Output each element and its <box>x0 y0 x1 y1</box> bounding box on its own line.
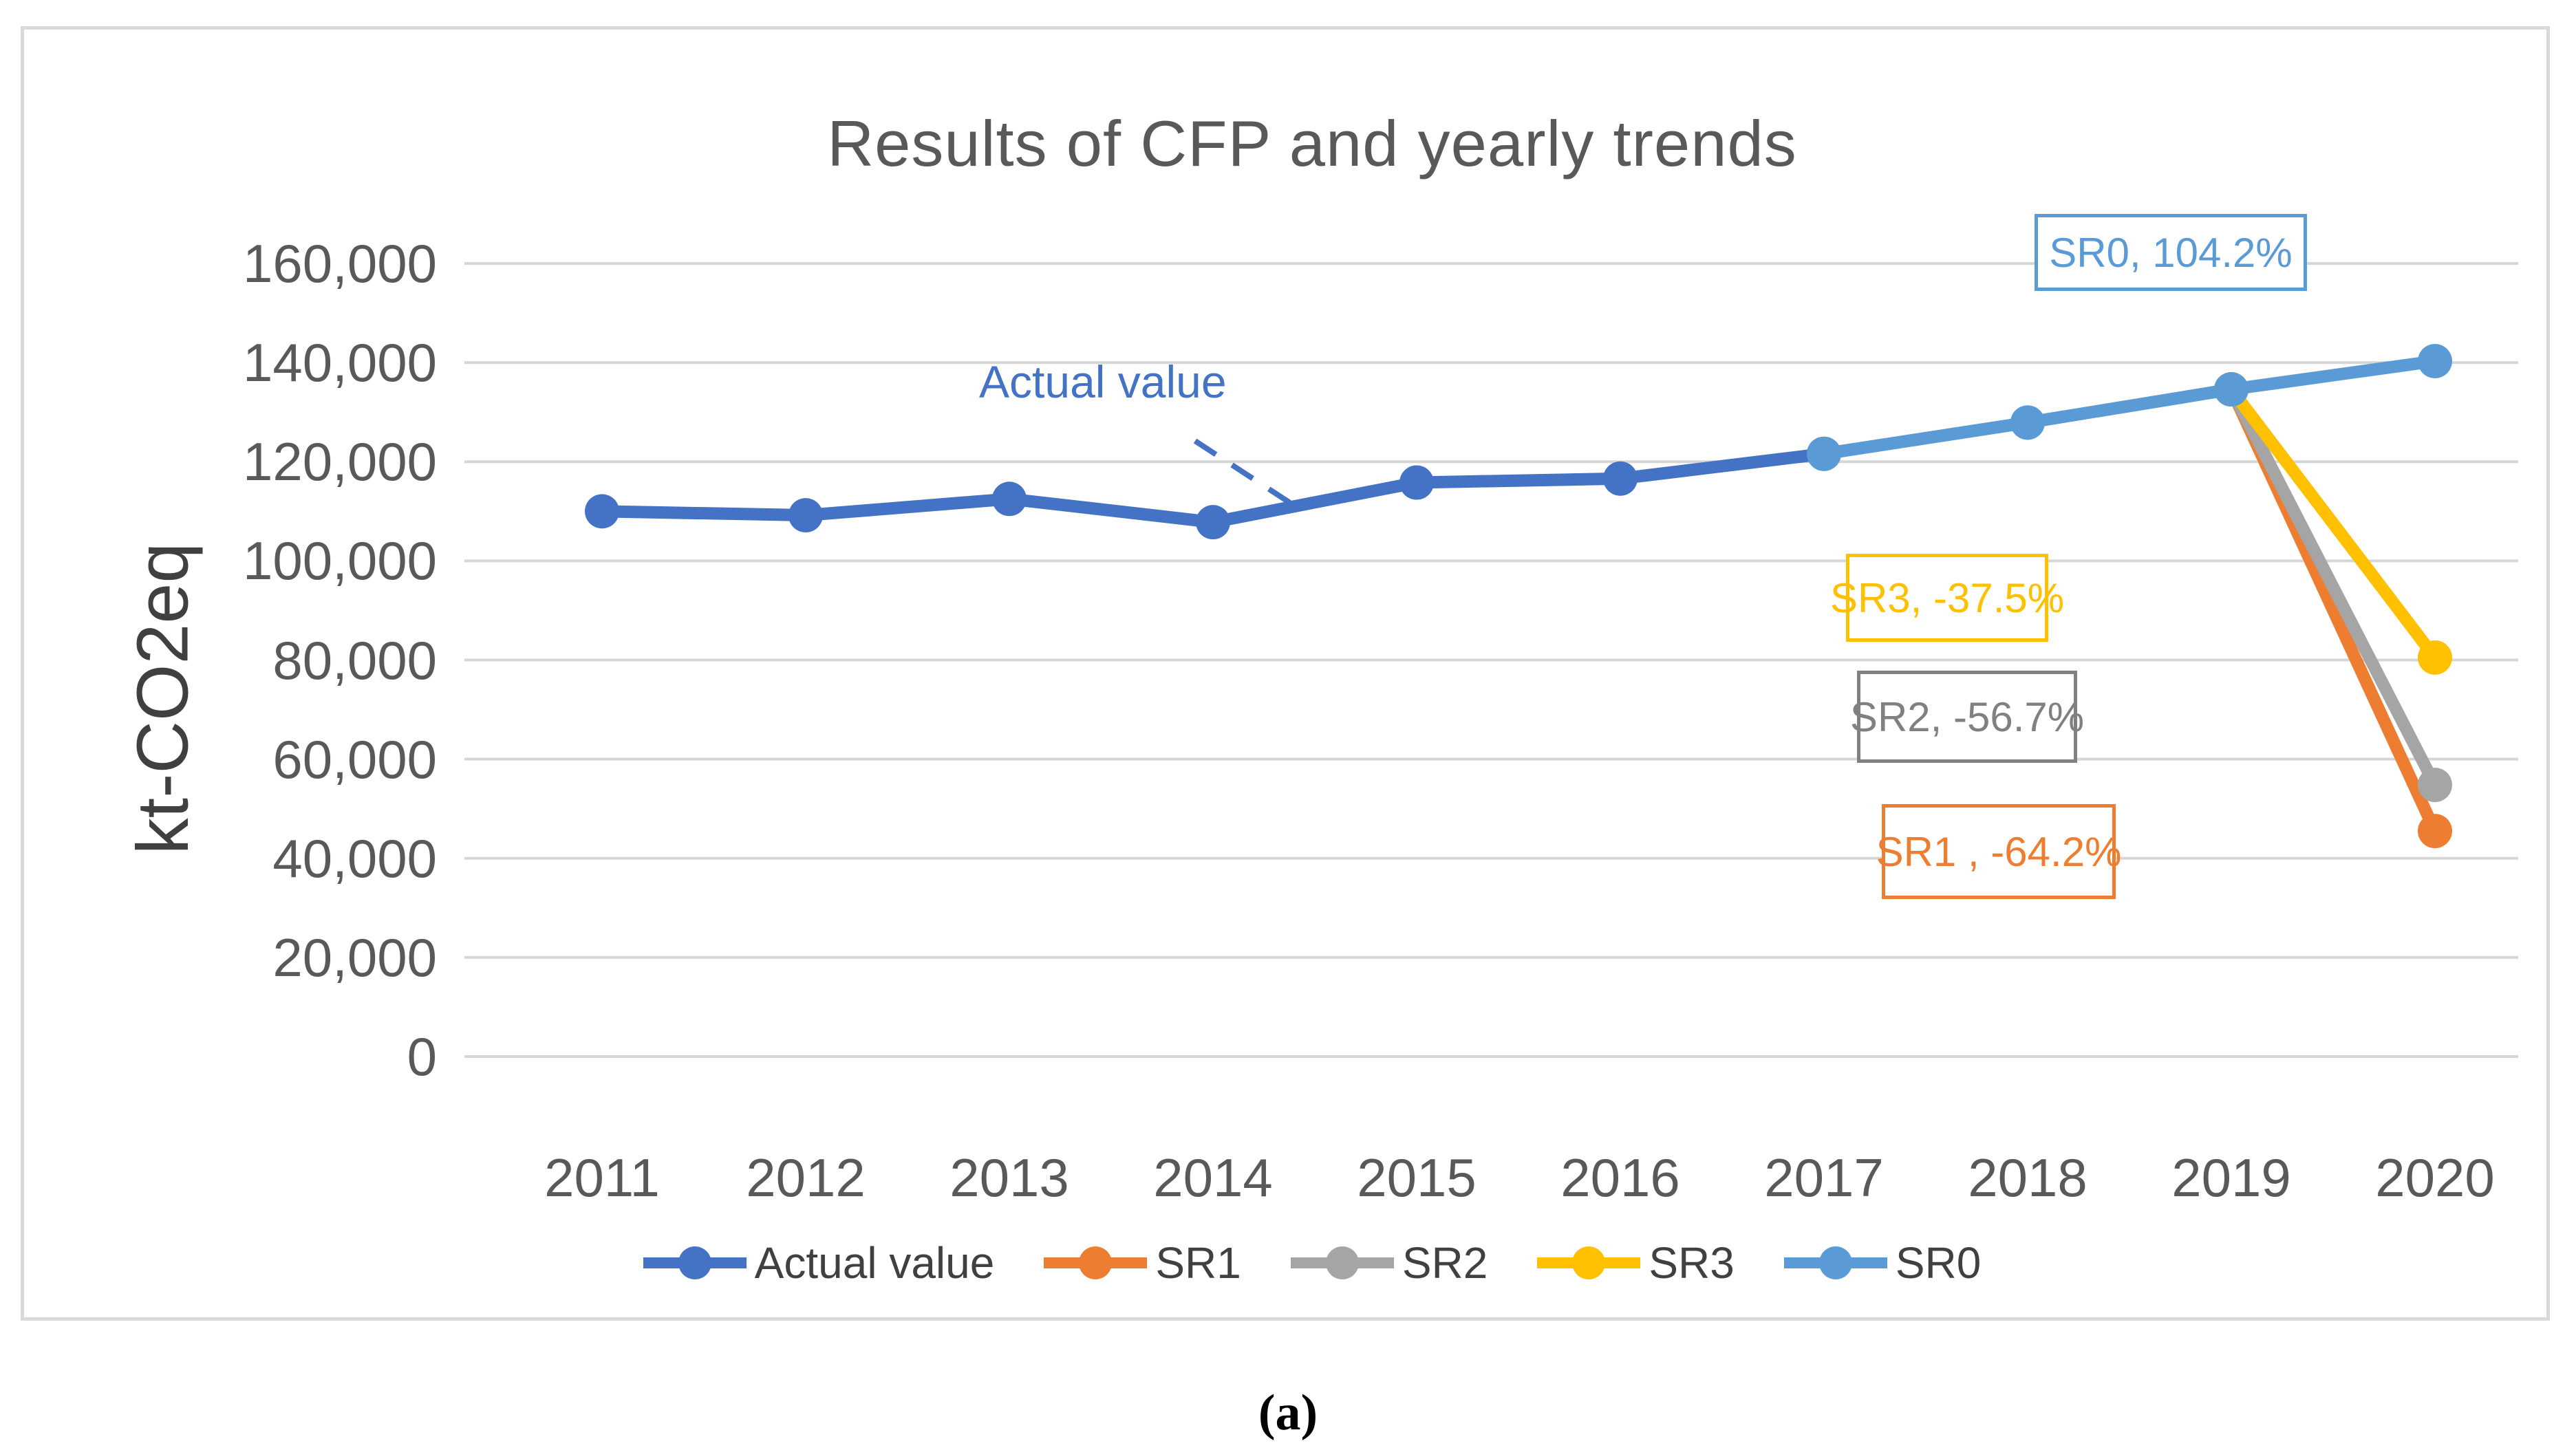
data-point <box>1807 436 1841 471</box>
x-tick-label: 2017 <box>1764 1147 1884 1208</box>
x-tick-label: 2014 <box>1153 1147 1273 1208</box>
chart-legend: Actual value SR1 SR2 SR3 SR0 <box>24 1232 2576 1294</box>
series-sr1 <box>2214 372 2452 849</box>
chart-frame: Results of CFP and yearly trends kt-CO2e… <box>21 26 2550 1321</box>
legend-marker-sr1-icon <box>1044 1232 1148 1294</box>
legend-item-sr2: SR2 <box>1290 1232 1488 1294</box>
series-sr3 <box>2214 372 2452 675</box>
x-tick-label: 2016 <box>1560 1147 1680 1208</box>
y-tick-label: 140,000 <box>243 332 437 393</box>
legend-item-actual-value: Actual value <box>643 1232 995 1294</box>
legend-label: Actual value <box>754 1238 995 1288</box>
data-point <box>2010 405 2045 440</box>
legend-marker-sr3-icon <box>1537 1232 1641 1294</box>
annotation-actual-value: Actual value <box>979 356 1227 407</box>
legend-label: SR0 <box>1895 1238 1982 1288</box>
chart-title: Results of CFP and yearly trends <box>827 107 1797 180</box>
legend-marker-sr0-icon <box>1783 1232 1887 1294</box>
y-tick-label: 60,000 <box>272 728 437 790</box>
y-axis-title: kt-CO2eq <box>122 542 204 855</box>
legend-item-sr0: SR0 <box>1783 1232 1982 1294</box>
y-tick-label: 0 <box>407 1026 437 1087</box>
x-tick-label: 2015 <box>1357 1147 1477 1208</box>
y-tick-label: 40,000 <box>272 827 437 889</box>
callout-sr0: SR0, 104.2% <box>2035 214 2307 291</box>
figure-caption: (a) <box>1258 1385 1318 1441</box>
data-point <box>2418 768 2452 803</box>
legend-label: SR2 <box>1402 1238 1488 1288</box>
x-tick-label: 2011 <box>544 1147 660 1208</box>
data-point <box>992 481 1027 517</box>
actual-value-leader-line <box>1193 438 1292 506</box>
y-tick-label: 80,000 <box>272 629 437 691</box>
data-point <box>1399 465 1434 500</box>
data-point <box>1196 505 1230 540</box>
gridlines <box>464 262 2518 1058</box>
data-point <box>585 494 619 529</box>
data-point <box>2418 343 2452 378</box>
x-tick-label: 2020 <box>2375 1147 2495 1208</box>
data-point <box>1603 461 1638 496</box>
y-tick-label: 20,000 <box>272 927 437 988</box>
plot-svg <box>464 262 2518 1058</box>
x-tick-label: 2013 <box>949 1147 1069 1208</box>
legend-item-sr1: SR1 <box>1044 1232 1241 1294</box>
data-point <box>2418 814 2452 849</box>
legend-label: SR3 <box>1649 1238 1735 1288</box>
x-tick-label: 2018 <box>1968 1147 2087 1208</box>
legend-label: SR1 <box>1155 1238 1241 1288</box>
series-sr0 <box>1807 343 2452 471</box>
data-point <box>2418 640 2452 675</box>
series-sr2 <box>2214 372 2452 803</box>
y-tick-label: 160,000 <box>243 233 437 294</box>
data-point <box>2214 372 2248 407</box>
y-tick-label: 120,000 <box>243 431 437 493</box>
callout-sr1: SR1 , -64.2% <box>1876 804 2121 899</box>
callout-sr2: SR2, -56.7% <box>1850 671 2084 763</box>
x-tick-label: 2019 <box>2171 1147 2291 1208</box>
legend-marker-sr2-icon <box>1290 1232 1394 1294</box>
callout-sr3: SR3, -37.5% <box>1830 554 2064 642</box>
y-tick-label: 100,000 <box>243 530 437 592</box>
data-point <box>788 498 823 533</box>
legend-marker-actual-value-icon <box>643 1232 747 1294</box>
legend-item-sr3: SR3 <box>1537 1232 1735 1294</box>
series-actual-value <box>585 372 2248 540</box>
x-tick-label: 2012 <box>746 1147 866 1208</box>
